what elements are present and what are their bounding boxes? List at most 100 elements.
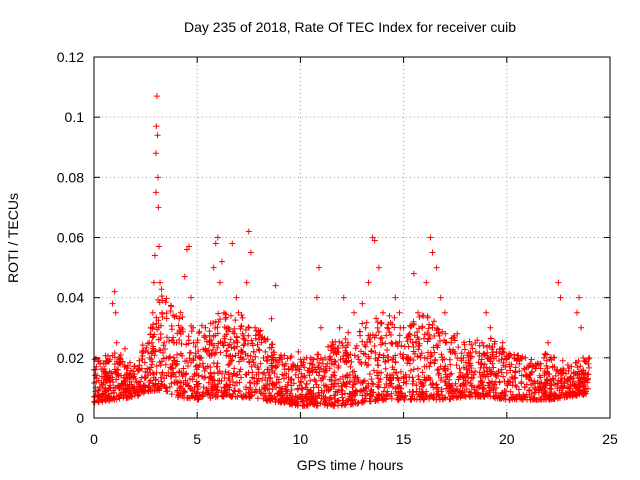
data-point bbox=[500, 349, 507, 356]
data-point bbox=[211, 391, 218, 398]
data-point bbox=[207, 370, 214, 377]
data-point bbox=[554, 385, 561, 392]
data-point bbox=[113, 393, 120, 400]
data-point bbox=[555, 279, 562, 286]
data-point bbox=[514, 352, 521, 359]
data-point bbox=[521, 384, 528, 391]
data-point bbox=[582, 372, 589, 379]
data-point bbox=[254, 341, 261, 348]
data-point bbox=[544, 369, 551, 376]
data-point bbox=[429, 249, 436, 256]
chart-title: Day 235 of 2018, Rate Of TEC Index for r… bbox=[184, 19, 516, 35]
data-point bbox=[223, 347, 230, 354]
data-point bbox=[352, 400, 359, 407]
data-point bbox=[123, 395, 130, 402]
data-point bbox=[255, 346, 262, 353]
data-point bbox=[198, 322, 205, 329]
data-point bbox=[159, 369, 166, 376]
data-point bbox=[168, 326, 175, 333]
data-point bbox=[356, 388, 363, 395]
data-point bbox=[534, 378, 541, 385]
data-point bbox=[237, 374, 244, 381]
data-point bbox=[243, 279, 250, 286]
data-point bbox=[426, 363, 433, 370]
data-point bbox=[225, 324, 232, 331]
data-point bbox=[515, 386, 522, 393]
data-point bbox=[487, 335, 494, 342]
data-point bbox=[158, 286, 165, 293]
data-point bbox=[229, 378, 236, 385]
data-point bbox=[550, 395, 557, 402]
data-point bbox=[98, 373, 105, 380]
data-point bbox=[391, 314, 398, 321]
data-point bbox=[298, 379, 305, 386]
data-point bbox=[259, 377, 266, 384]
data-point bbox=[238, 347, 245, 354]
data-point bbox=[148, 339, 155, 346]
data-point bbox=[472, 348, 479, 355]
data-point bbox=[352, 345, 359, 352]
data-point bbox=[389, 384, 396, 391]
data-point bbox=[174, 389, 181, 396]
data-point bbox=[325, 387, 332, 394]
data-point bbox=[330, 348, 337, 355]
data-point bbox=[324, 360, 331, 367]
data-point bbox=[143, 344, 150, 351]
data-point bbox=[238, 322, 245, 329]
data-point bbox=[368, 376, 375, 383]
data-point bbox=[565, 384, 572, 391]
data-point bbox=[541, 387, 548, 394]
data-point bbox=[236, 379, 243, 386]
data-point bbox=[282, 360, 289, 367]
data-point bbox=[215, 389, 222, 396]
data-point bbox=[376, 379, 383, 386]
data-point bbox=[348, 358, 355, 365]
data-point bbox=[518, 372, 525, 379]
data-point bbox=[245, 332, 252, 339]
data-point bbox=[489, 344, 496, 351]
data-point bbox=[365, 353, 372, 360]
data-point bbox=[531, 378, 538, 385]
data-point bbox=[586, 354, 593, 361]
data-point bbox=[269, 354, 276, 361]
data-point bbox=[225, 342, 232, 349]
data-point bbox=[212, 349, 219, 356]
data-point bbox=[200, 384, 207, 391]
data-point bbox=[294, 402, 301, 409]
data-point bbox=[298, 370, 305, 377]
data-point bbox=[181, 273, 188, 280]
data-point bbox=[575, 374, 582, 381]
data-point bbox=[503, 369, 510, 376]
data-point bbox=[409, 391, 416, 398]
data-point bbox=[414, 329, 421, 336]
data-point bbox=[479, 382, 486, 389]
data-point bbox=[239, 330, 246, 337]
data-point bbox=[263, 397, 270, 404]
data-point bbox=[119, 381, 126, 388]
data-point bbox=[240, 356, 247, 363]
data-point bbox=[181, 394, 188, 401]
data-point bbox=[426, 331, 433, 338]
data-point bbox=[427, 349, 434, 356]
data-point bbox=[339, 394, 346, 401]
data-point bbox=[575, 357, 582, 364]
data-point bbox=[315, 362, 322, 369]
data-point bbox=[459, 381, 466, 388]
data-point bbox=[394, 392, 401, 399]
data-point bbox=[115, 372, 122, 379]
data-point bbox=[163, 354, 170, 361]
data-point bbox=[209, 346, 216, 353]
data-point bbox=[102, 352, 109, 359]
data-point bbox=[159, 309, 166, 316]
data-point bbox=[276, 397, 283, 404]
data-point bbox=[227, 312, 234, 319]
data-point bbox=[164, 334, 170, 341]
data-point bbox=[236, 358, 243, 365]
data-point bbox=[177, 350, 184, 357]
data-point bbox=[232, 352, 239, 359]
data-point bbox=[177, 330, 184, 337]
data-point bbox=[231, 339, 238, 346]
data-point bbox=[188, 328, 195, 335]
data-point bbox=[128, 378, 135, 385]
data-point bbox=[507, 388, 514, 395]
